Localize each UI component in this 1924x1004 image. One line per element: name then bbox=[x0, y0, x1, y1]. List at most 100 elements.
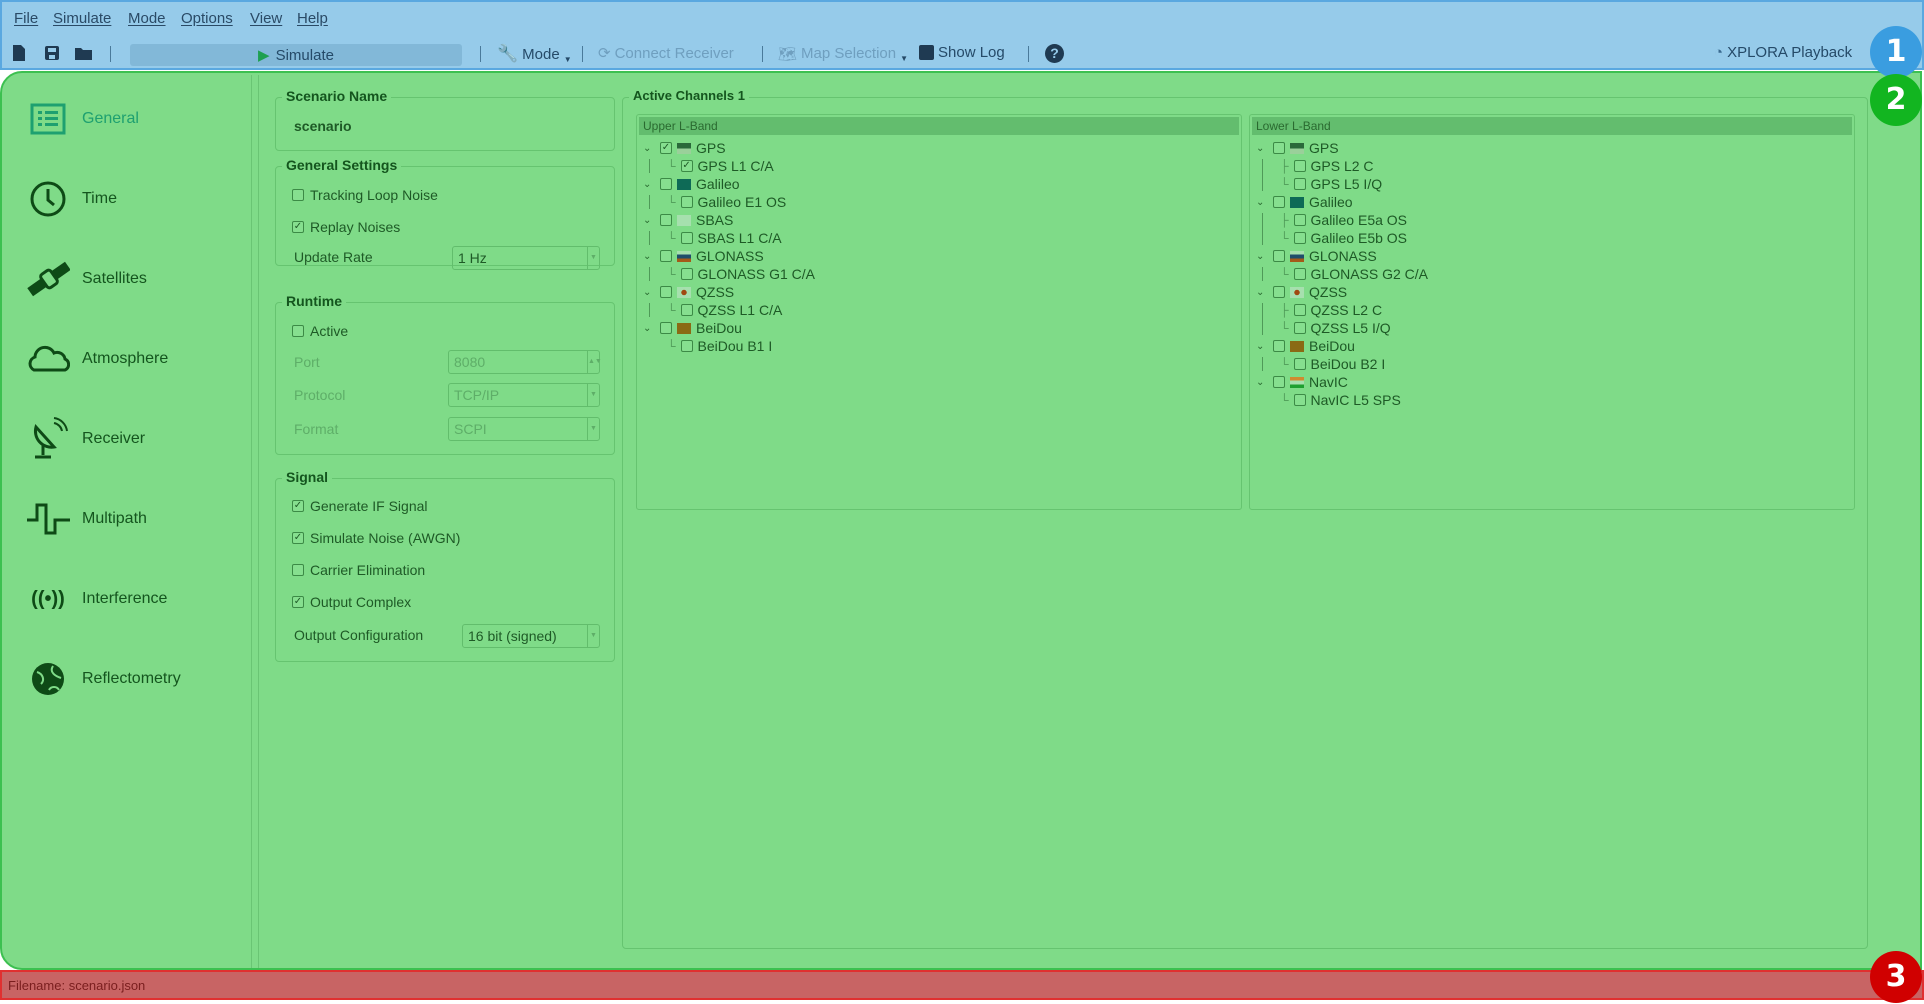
output-complex-checkbox[interactable]: ✓ Output Complex bbox=[292, 594, 411, 610]
chevron-down-icon[interactable]: ⌄ bbox=[643, 286, 652, 298]
tracking-loop-noise-checkbox[interactable]: Tracking Loop Noise bbox=[292, 187, 438, 203]
chevron-down-icon[interactable]: ⌄ bbox=[643, 250, 652, 262]
tree-signal-row[interactable]: └ QZSS L5 I/Q bbox=[1280, 319, 1391, 337]
tree-signal-row[interactable]: └ Galileo E5b OS bbox=[1280, 229, 1407, 247]
checkbox-box[interactable] bbox=[1293, 214, 1306, 226]
chevron-down-icon[interactable]: ⌄ bbox=[643, 142, 652, 154]
checkbox-box[interactable] bbox=[680, 268, 693, 280]
menu-options[interactable]: Options bbox=[181, 10, 233, 27]
checkbox-box[interactable] bbox=[1293, 322, 1306, 334]
generate-if-signal-checkbox[interactable]: ✓ Generate IF Signal bbox=[292, 498, 428, 514]
checkbox-box[interactable] bbox=[1293, 160, 1306, 172]
checkbox-box[interactable] bbox=[680, 232, 693, 244]
checkbox-box[interactable] bbox=[292, 325, 304, 337]
tree-system-row[interactable]: ⌄ GLONASS bbox=[643, 247, 764, 265]
protocol-select[interactable]: TCP/IP ▼ bbox=[448, 383, 600, 407]
chevron-down-icon[interactable]: ⌄ bbox=[1256, 340, 1265, 352]
tree-signal-row[interactable]: └ Galileo E1 OS bbox=[667, 193, 786, 211]
sidebar-item-general[interactable]: General bbox=[26, 99, 139, 139]
checkbox-box[interactable] bbox=[1273, 376, 1285, 388]
checkbox-box[interactable] bbox=[1293, 358, 1306, 370]
sidebar-item-atmosphere[interactable]: Atmosphere bbox=[26, 339, 168, 379]
chevron-down-icon[interactable]: ⌄ bbox=[643, 214, 652, 226]
save-icon[interactable] bbox=[44, 45, 60, 61]
tree-system-row[interactable]: ⌄ BeiDou bbox=[1256, 337, 1355, 355]
checkbox-box[interactable]: ✓ bbox=[292, 221, 304, 233]
map-selection-button[interactable]: 🗺 Map Selection ▼ bbox=[778, 44, 908, 63]
help-icon[interactable]: ? bbox=[1045, 44, 1064, 63]
tree-system-row[interactable]: ⌄ Galileo bbox=[643, 175, 740, 193]
sidebar-item-time[interactable]: Time bbox=[26, 179, 117, 219]
tree-signal-row[interactable]: └ QZSS L1 C/A bbox=[667, 301, 782, 319]
checkbox-box[interactable]: ✓ bbox=[292, 532, 304, 544]
checkbox-box[interactable] bbox=[660, 214, 672, 226]
tree-system-row[interactable]: ⌄ NavIC bbox=[1256, 373, 1348, 391]
simulate-noise-checkbox[interactable]: ✓ Simulate Noise (AWGN) bbox=[292, 530, 460, 546]
checkbox-box[interactable] bbox=[680, 196, 693, 208]
xplora-playback-button[interactable]: ◔ XPLORA Playback bbox=[1714, 44, 1852, 61]
checkbox-box[interactable] bbox=[680, 340, 693, 352]
checkbox-box[interactable] bbox=[1293, 178, 1306, 190]
sidebar-item-receiver[interactable]: Receiver bbox=[26, 417, 145, 459]
carrier-elimination-checkbox[interactable]: Carrier Elimination bbox=[292, 562, 425, 578]
checkbox-box[interactable] bbox=[1293, 394, 1306, 406]
tree-signal-row[interactable]: └ ✓ GPS L1 C/A bbox=[667, 157, 774, 175]
checkbox-box[interactable] bbox=[680, 304, 693, 316]
checkbox-box[interactable] bbox=[292, 564, 304, 576]
tree-signal-row[interactable]: ├ GPS L2 C bbox=[1280, 157, 1374, 175]
tree-signal-row[interactable]: └ GLONASS G1 C/A bbox=[667, 265, 815, 283]
checkbox-box[interactable]: ✓ bbox=[292, 596, 304, 608]
checkbox-box[interactable] bbox=[660, 286, 672, 298]
sidebar-item-interference[interactable]: ((•)) Interference bbox=[26, 579, 167, 619]
simulate-button[interactable]: ▶ Simulate bbox=[130, 44, 462, 66]
tree-system-row[interactable]: ⌄ SBAS bbox=[643, 211, 733, 229]
tree-signal-row[interactable]: └ BeiDou B1 I bbox=[667, 337, 772, 355]
tree-system-row[interactable]: ⌄ GPS bbox=[1256, 139, 1339, 157]
menu-mode[interactable]: Mode bbox=[128, 10, 166, 27]
menu-help[interactable]: Help bbox=[297, 10, 328, 27]
checkbox-box[interactable]: ✓ bbox=[660, 142, 672, 154]
checkbox-box[interactable] bbox=[1293, 232, 1306, 244]
tree-signal-row[interactable]: ├ Galileo E5a OS bbox=[1280, 211, 1407, 229]
tree-system-row[interactable]: ⌄ QZSS bbox=[1256, 283, 1347, 301]
format-select[interactable]: SCPI ▼ bbox=[448, 417, 600, 441]
menu-view[interactable]: View bbox=[250, 10, 283, 27]
sidebar-item-satellites[interactable]: Satellites bbox=[26, 259, 147, 299]
menu-simulate[interactable]: Simulate bbox=[53, 10, 112, 27]
checkbox-box[interactable]: ✓ bbox=[680, 160, 693, 172]
chevron-down-icon[interactable]: ⌄ bbox=[1256, 250, 1265, 262]
sidebar-item-multipath[interactable]: Multipath bbox=[26, 499, 147, 539]
checkbox-box[interactable] bbox=[1273, 142, 1285, 154]
checkbox-box[interactable] bbox=[660, 178, 672, 190]
checkbox-box[interactable]: ✓ bbox=[292, 500, 304, 512]
active-checkbox[interactable]: Active bbox=[292, 323, 348, 339]
output-configuration-select[interactable]: 16 bit (signed) ▼ bbox=[462, 624, 600, 648]
update-rate-select[interactable]: 1 Hz ▼ bbox=[452, 246, 600, 270]
chevron-down-icon[interactable]: ⌄ bbox=[643, 322, 652, 334]
new-file-icon[interactable] bbox=[12, 44, 26, 62]
tree-signal-row[interactable]: └ GPS L5 I/Q bbox=[1280, 175, 1382, 193]
tree-system-row[interactable]: ⌄ BeiDou bbox=[643, 319, 742, 337]
tree-system-row[interactable]: ⌄ QZSS bbox=[643, 283, 734, 301]
tree-signal-row[interactable]: └ GLONASS G2 C/A bbox=[1280, 265, 1428, 283]
menu-file[interactable]: File bbox=[14, 10, 39, 27]
tree-signal-row[interactable]: └ SBAS L1 C/A bbox=[667, 229, 782, 247]
chevron-down-icon[interactable]: ⌄ bbox=[643, 178, 652, 190]
tree-system-row[interactable]: ⌄ Galileo bbox=[1256, 193, 1353, 211]
chevron-down-icon[interactable]: ⌄ bbox=[1256, 196, 1265, 208]
replay-noises-checkbox[interactable]: ✓ Replay Noises bbox=[292, 219, 400, 235]
tree-system-row[interactable]: ⌄ ✓ GPS bbox=[643, 139, 726, 157]
checkbox-box[interactable] bbox=[1273, 196, 1285, 208]
checkbox-box[interactable] bbox=[292, 189, 304, 201]
tree-signal-row[interactable]: └ NavIC L5 SPS bbox=[1280, 391, 1401, 409]
tree-signal-row[interactable]: ├ QZSS L2 C bbox=[1280, 301, 1382, 319]
checkbox-box[interactable] bbox=[1273, 340, 1285, 352]
port-spinbox[interactable]: 8080 ▲▼ bbox=[448, 350, 602, 374]
connect-receiver-button[interactable]: ⟳ Connect Receiver bbox=[598, 44, 734, 63]
tree-signal-row[interactable]: └ BeiDou B2 I bbox=[1280, 355, 1385, 373]
checkbox-box[interactable] bbox=[660, 322, 672, 334]
chevron-down-icon[interactable]: ⌄ bbox=[1256, 142, 1265, 154]
mode-button[interactable]: 🔧 Mode ▼ bbox=[497, 44, 572, 64]
sidebar-item-reflectometry[interactable]: Reflectometry bbox=[26, 659, 181, 699]
show-log-button[interactable]: Show Log bbox=[919, 44, 1005, 61]
